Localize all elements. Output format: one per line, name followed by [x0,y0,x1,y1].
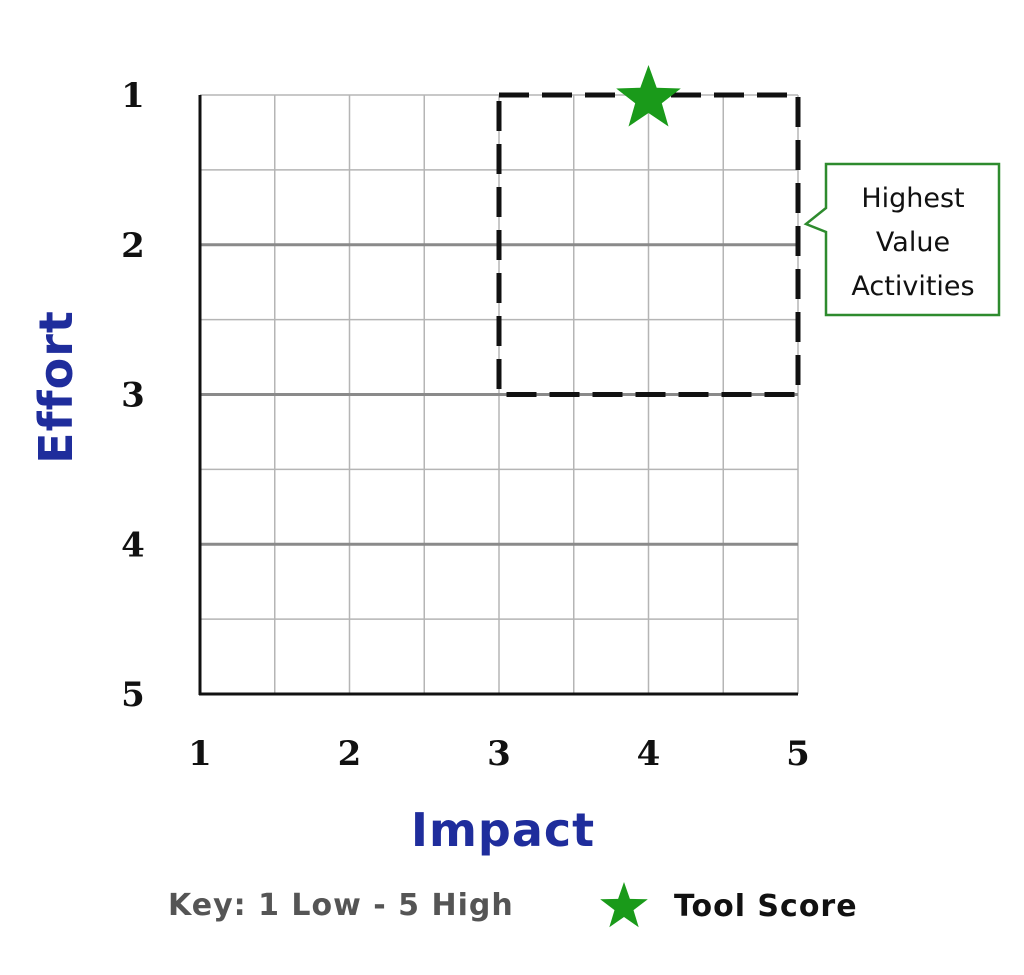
y-tick-label-4: 4 [121,525,145,565]
x-tick-label-1: 1 [188,734,212,774]
x-tick-label-3: 3 [487,734,511,774]
legend-key: Key: 1 Low - 5 High Tool Score [168,882,858,928]
y-tick-label-3: 3 [121,376,145,416]
callout-line-1: Highest [861,183,964,214]
callout-box [803,162,1001,317]
x-axis-ticks: 1 2 3 4 5 [188,734,810,774]
y-tick-label-2: 2 [121,226,145,266]
callout-line-2: Value [876,227,950,258]
key-scale-text: Key: 1 Low - 5 High [168,888,514,923]
x-axis-title: Impact [411,803,595,857]
tool-score-star-point [616,65,681,127]
x-tick-label-2: 2 [338,734,362,774]
x-tick-label-5: 5 [786,734,810,774]
callout-line-3: Activities [851,271,974,302]
key-star-icon [600,882,648,928]
y-axis-ticks: 1 2 3 4 5 [121,76,145,715]
data-points [616,65,681,127]
axes [198,95,798,696]
y-tick-label-1: 1 [121,76,145,116]
y-tick-label-5: 5 [121,675,145,715]
y-axis-title: Effort [29,310,83,464]
x-tick-label-4: 4 [637,734,661,774]
key-tool-score-label: Tool Score [674,889,858,924]
highest-value-callout: Highest Value Activities [803,162,1001,317]
